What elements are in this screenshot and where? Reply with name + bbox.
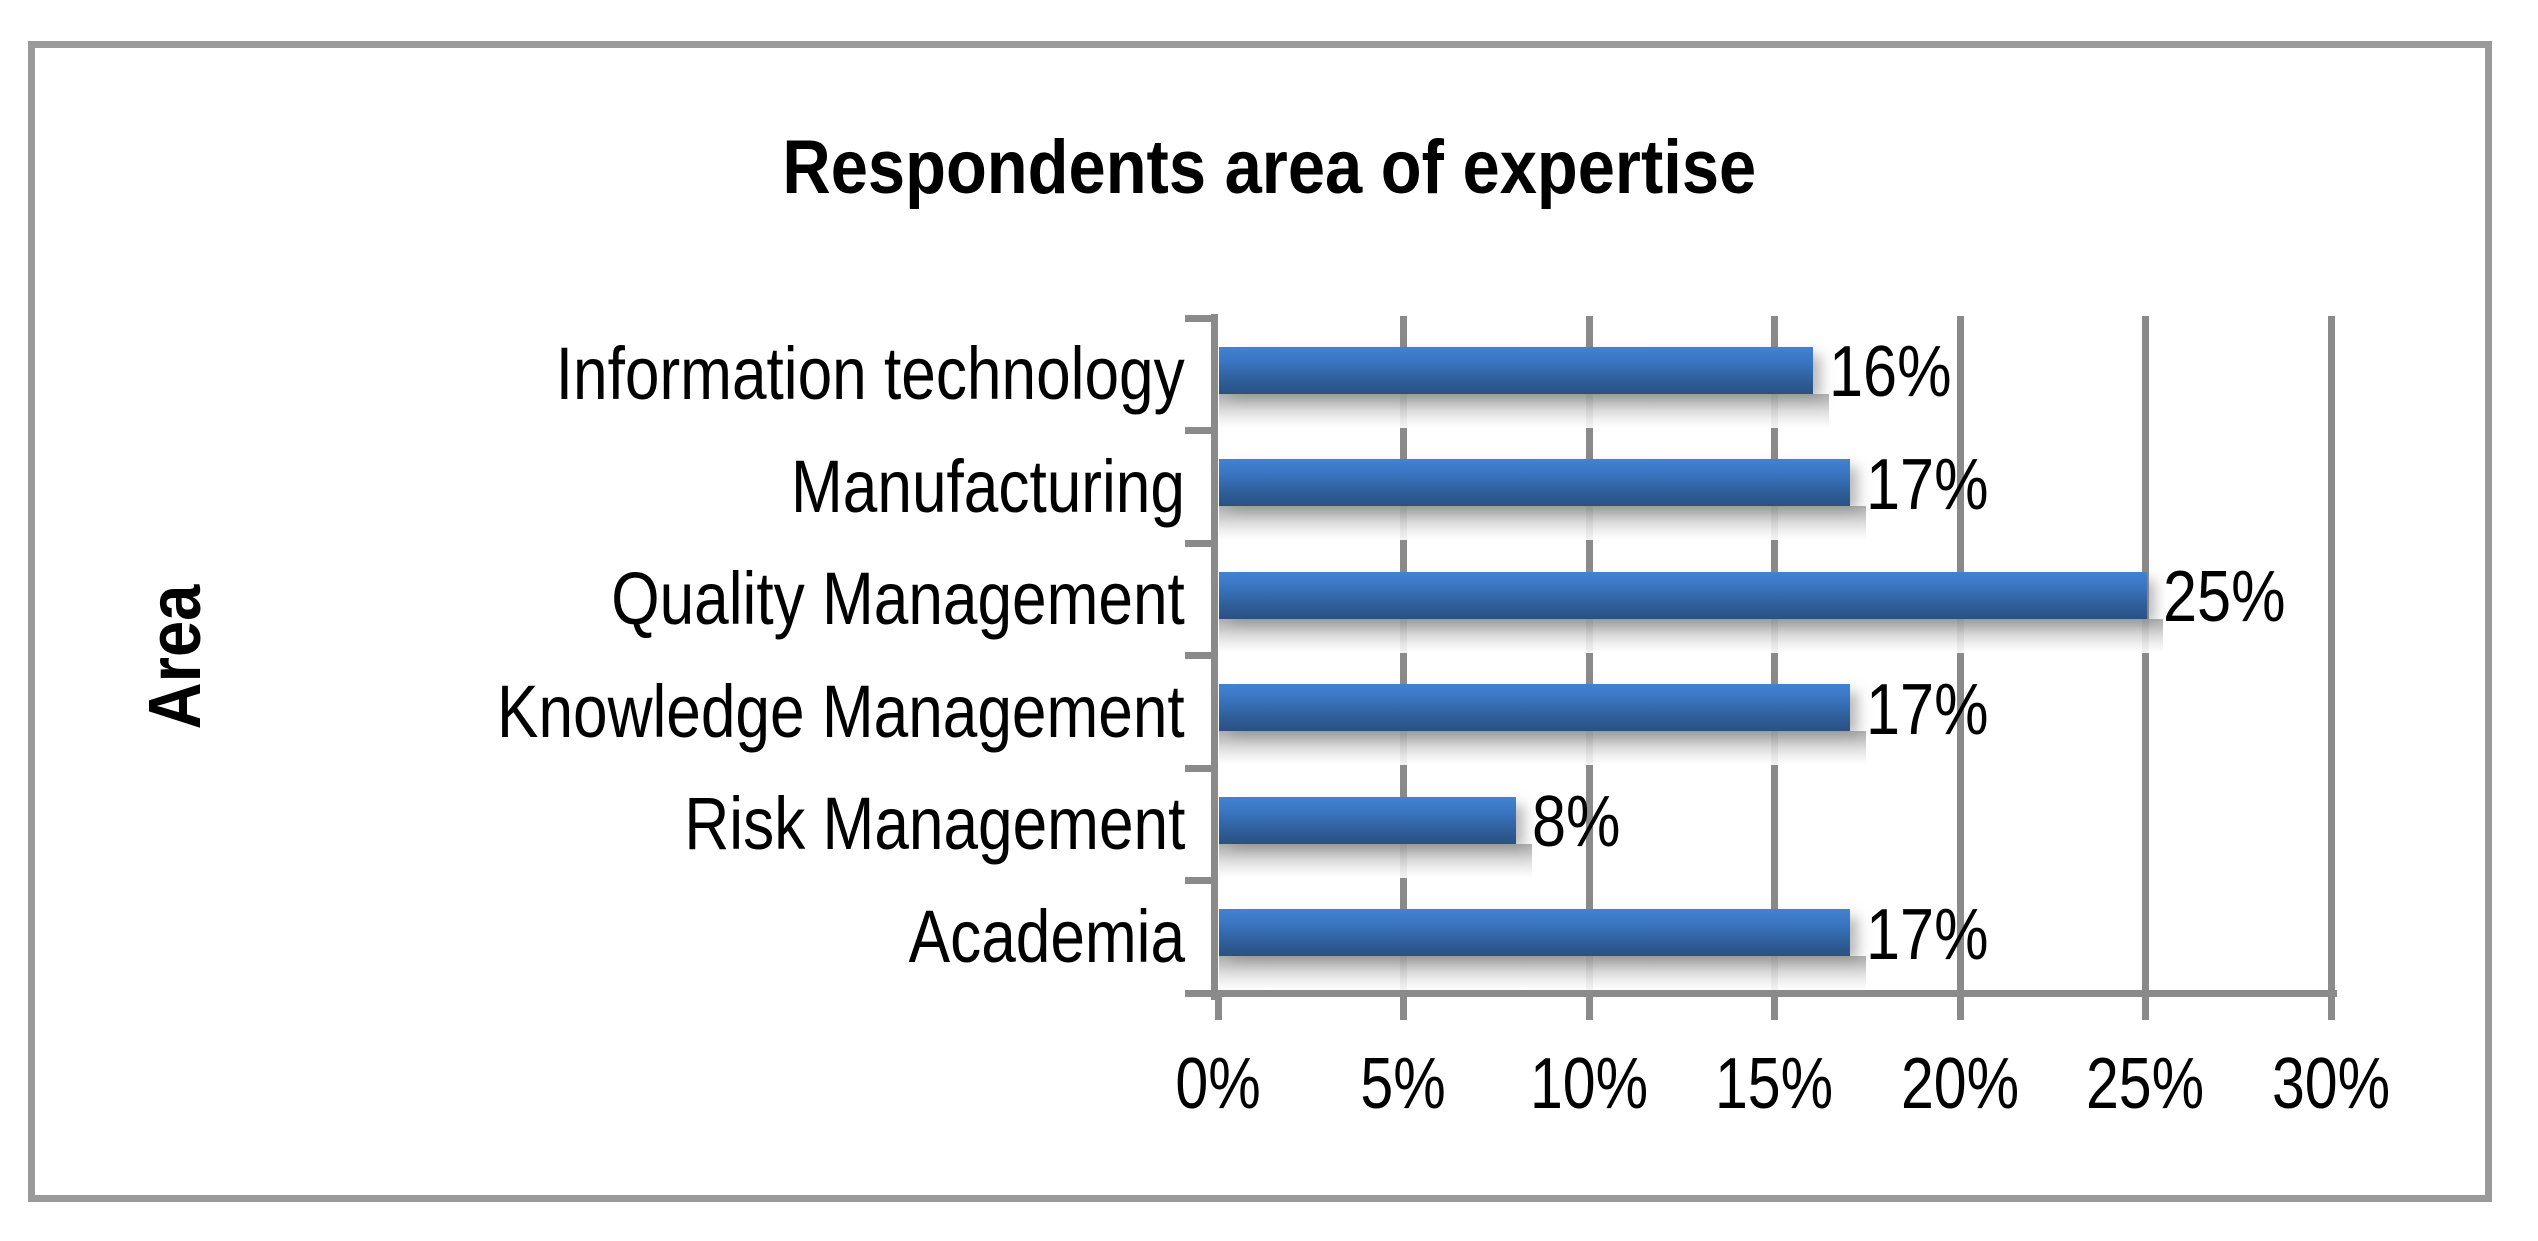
x-tick-label-0: 0% xyxy=(1108,1048,1328,1120)
bar-reflection-0 xyxy=(1219,393,1829,428)
x-tick-label-text: 25% xyxy=(2086,1044,2205,1124)
x-tick-label-text: 20% xyxy=(1900,1044,2020,1124)
value-label-text: 17% xyxy=(1865,894,1989,975)
value-label-text: 8% xyxy=(1531,782,1621,863)
x-axis-tick-0 xyxy=(1214,990,1222,1020)
y-axis-tick xyxy=(1185,989,1218,997)
value-label-text: 25% xyxy=(2162,557,2285,638)
bar-1 xyxy=(1219,459,1850,507)
x-tick-label-text: 10% xyxy=(1529,1044,1649,1124)
gridline-30 xyxy=(2327,316,2335,993)
x-tick-label-text: 5% xyxy=(1360,1044,1447,1124)
bar-reflection-5 xyxy=(1219,956,1866,991)
gridline-5 xyxy=(1400,316,1407,993)
bar-reflection-2 xyxy=(1219,618,2163,653)
x-axis-tick-25 xyxy=(2142,990,2149,1020)
category-label-1: Manufacturing xyxy=(100,444,1185,528)
y-axis-tick xyxy=(1185,877,1218,884)
y-axis-tick xyxy=(1185,539,1218,547)
y-axis-tick xyxy=(1185,652,1218,659)
category-label-text: Knowledge Management xyxy=(497,669,1185,753)
value-label-2: 25% xyxy=(2163,561,2307,633)
category-label-0: Information technology xyxy=(100,337,1185,411)
x-axis-tick-30 xyxy=(2327,990,2335,1020)
value-label-1: 17% xyxy=(1866,449,2010,521)
x-tick-label-25: 25% xyxy=(2036,1048,2256,1120)
x-axis-tick-15 xyxy=(1771,990,1778,1020)
category-label-text: Quality Management xyxy=(611,557,1185,641)
value-label-text: 17% xyxy=(1865,444,1989,525)
value-label-text: 16% xyxy=(1828,332,1952,413)
category-label-text: Manufacturing xyxy=(791,444,1185,528)
y-axis-tick xyxy=(1185,314,1218,322)
gridline-15 xyxy=(1771,316,1778,993)
bar-4 xyxy=(1219,796,1516,844)
chart-title-text: Respondents area of expertise xyxy=(782,125,1756,210)
gridline-10 xyxy=(1585,316,1593,993)
category-label-text: Academia xyxy=(908,894,1185,978)
value-label-4: 8% xyxy=(1532,786,1636,858)
category-label-3: Knowledge Management xyxy=(100,669,1185,753)
bar-2 xyxy=(1219,571,2147,619)
gridline-25 xyxy=(2142,316,2149,993)
value-label-0: 16% xyxy=(1829,336,1973,408)
x-tick-label-30: 30% xyxy=(2221,1048,2441,1120)
bar-reflection-3 xyxy=(1219,731,1866,766)
bar-3 xyxy=(1219,684,1850,732)
bar-0 xyxy=(1219,346,1813,394)
category-label-text: Risk Management xyxy=(684,782,1185,866)
gridline-20 xyxy=(1956,316,1964,993)
chart-title: Respondents area of expertise xyxy=(0,130,2538,206)
y-axis-tick xyxy=(1185,427,1218,434)
category-label-2: Quality Management xyxy=(100,562,1185,636)
x-tick-label-15: 15% xyxy=(1665,1048,1885,1120)
bar-reflection-1 xyxy=(1219,506,1866,541)
bar-5 xyxy=(1219,909,1850,957)
category-label-4: Risk Management xyxy=(100,787,1185,861)
x-axis-tick-10 xyxy=(1585,990,1593,1020)
value-label-text: 17% xyxy=(1865,669,1989,750)
x-tick-label-text: 0% xyxy=(1175,1044,1261,1124)
bar-reflection-4 xyxy=(1219,843,1532,878)
x-axis-tick-20 xyxy=(1956,990,1964,1020)
x-tick-label-20: 20% xyxy=(1850,1048,2070,1120)
x-tick-label-text: 15% xyxy=(1715,1044,1834,1124)
x-axis-tick-5 xyxy=(1400,990,1407,1020)
x-tick-label-5: 5% xyxy=(1294,1048,1514,1120)
value-label-5: 17% xyxy=(1866,899,2010,971)
x-tick-label-text: 30% xyxy=(2271,1044,2391,1124)
x-tick-label-10: 10% xyxy=(1479,1048,1699,1120)
value-label-3: 17% xyxy=(1866,674,2010,746)
category-label-text: Information technology xyxy=(556,332,1185,416)
y-axis-tick xyxy=(1185,764,1218,772)
category-label-5: Academia xyxy=(100,894,1185,978)
